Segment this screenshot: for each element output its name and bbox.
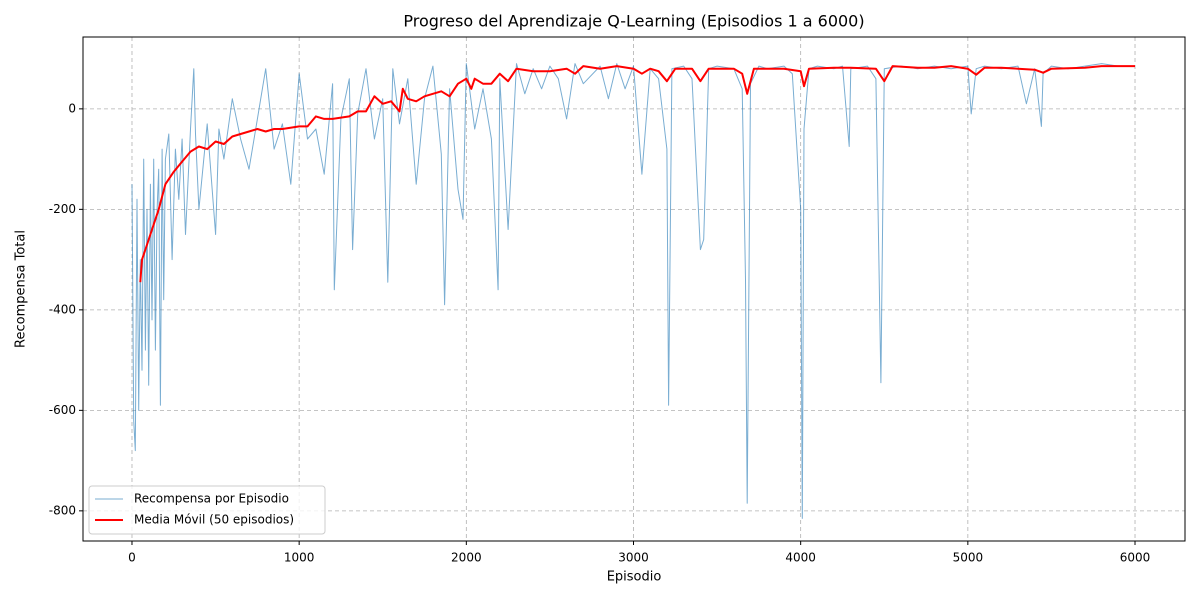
plot-frame: [82, 36, 1186, 542]
chart-title: Progreso del Aprendizaje Q-Learning (Epi…: [403, 12, 864, 31]
x-axis-label: Episodio: [607, 570, 662, 585]
x-tick-label: 3000: [618, 551, 649, 565]
x-tick-label: 4000: [785, 551, 816, 565]
legend-label: Media Móvil (50 episodios): [134, 513, 294, 527]
series-line: [139, 65, 1135, 283]
y-axis-label: Recompensa Total: [14, 230, 29, 348]
legend-box: [88, 485, 326, 535]
x-tick-label: 6000: [1120, 551, 1151, 565]
x-tick-label: 2000: [451, 551, 482, 565]
x-tick-label: 5000: [953, 551, 984, 565]
y-tick-label: -600: [49, 403, 76, 417]
x-tick-label: 1000: [284, 551, 315, 565]
y-tick-label: 0: [68, 101, 76, 115]
y-tick-label: -200: [49, 202, 76, 216]
x-tick-label: 0: [128, 551, 136, 565]
y-tick-label: -400: [49, 302, 76, 316]
legend-label: Recompensa por Episodio: [134, 492, 289, 506]
y-tick-label: -800: [49, 503, 76, 517]
